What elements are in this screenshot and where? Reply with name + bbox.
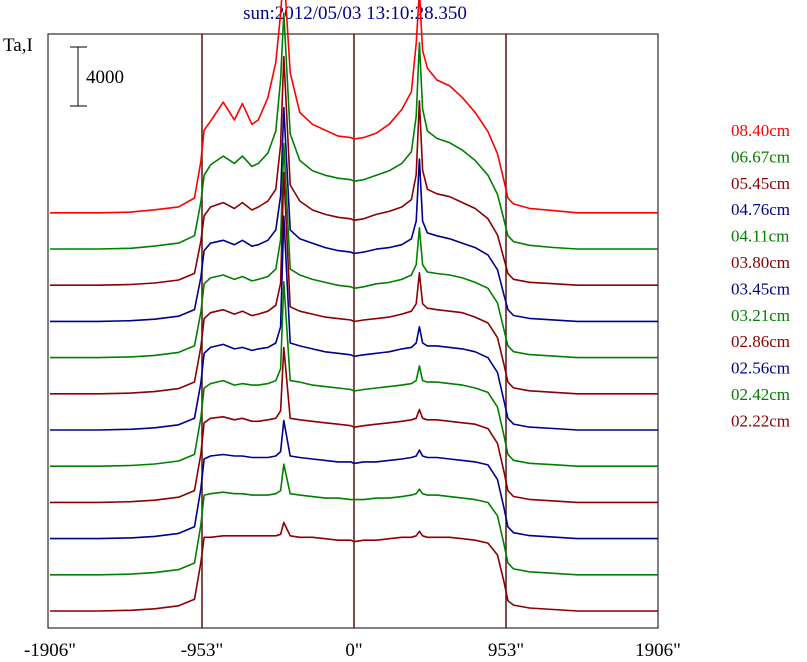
series-line-03.80cm (50, 171, 658, 395)
legend-entry: 02.56cm (731, 359, 790, 378)
series-line-08.40cm (50, 0, 658, 214)
x-tick-label: -1906" (24, 640, 76, 661)
series-line-04.76cm (50, 106, 658, 323)
x-tick-label: 953" (488, 640, 524, 661)
y-axis-label: Ta,I (3, 35, 33, 56)
scale-bar: 4000 (70, 46, 124, 107)
plot-frame (47, 33, 659, 629)
series-lines (50, 0, 658, 612)
chart-title: sun:2012/05/03 13:10:28.350 (243, 3, 467, 24)
series-line-05.45cm (50, 55, 658, 287)
scale-bar-label: 4000 (86, 67, 124, 88)
x-tick-label: 1906" (635, 640, 681, 661)
legend-entry: 02.42cm (731, 385, 790, 404)
series-line-03.45cm (50, 215, 658, 431)
series-line-06.67cm (50, 12, 658, 250)
legend-entry: 04.76cm (731, 200, 790, 219)
legend-entry: 06.67cm (731, 147, 790, 166)
series-line-02.22cm (50, 521, 658, 612)
legend-entry: 03.45cm (731, 279, 790, 298)
series-line-03.21cm (50, 280, 658, 468)
legend: 08.40cm 06.67cm 05.45cm 04.76cm 04.11cm 03.80… (731, 121, 790, 430)
legend-entry: 05.45cm (731, 174, 790, 193)
legend-entry: 02.22cm (731, 411, 790, 430)
x-tick-label: 0" (345, 640, 362, 661)
legend-entry: 08.40cm (731, 121, 790, 140)
legend-entry: 02.86cm (731, 332, 790, 351)
series-line-04.11cm (50, 142, 658, 359)
series-line-02.42cm (50, 463, 658, 576)
legend-entry: 04.11cm (731, 227, 789, 246)
x-tick-labels: -1906" -953" 0" 953" 1906" (24, 640, 681, 661)
legend-entry: 03.80cm (731, 253, 790, 272)
series-line-02.86cm (50, 346, 658, 504)
x-tick-label: -953" (181, 640, 224, 661)
legend-entry: 03.21cm (731, 306, 790, 325)
series-line-02.56cm (50, 419, 658, 540)
